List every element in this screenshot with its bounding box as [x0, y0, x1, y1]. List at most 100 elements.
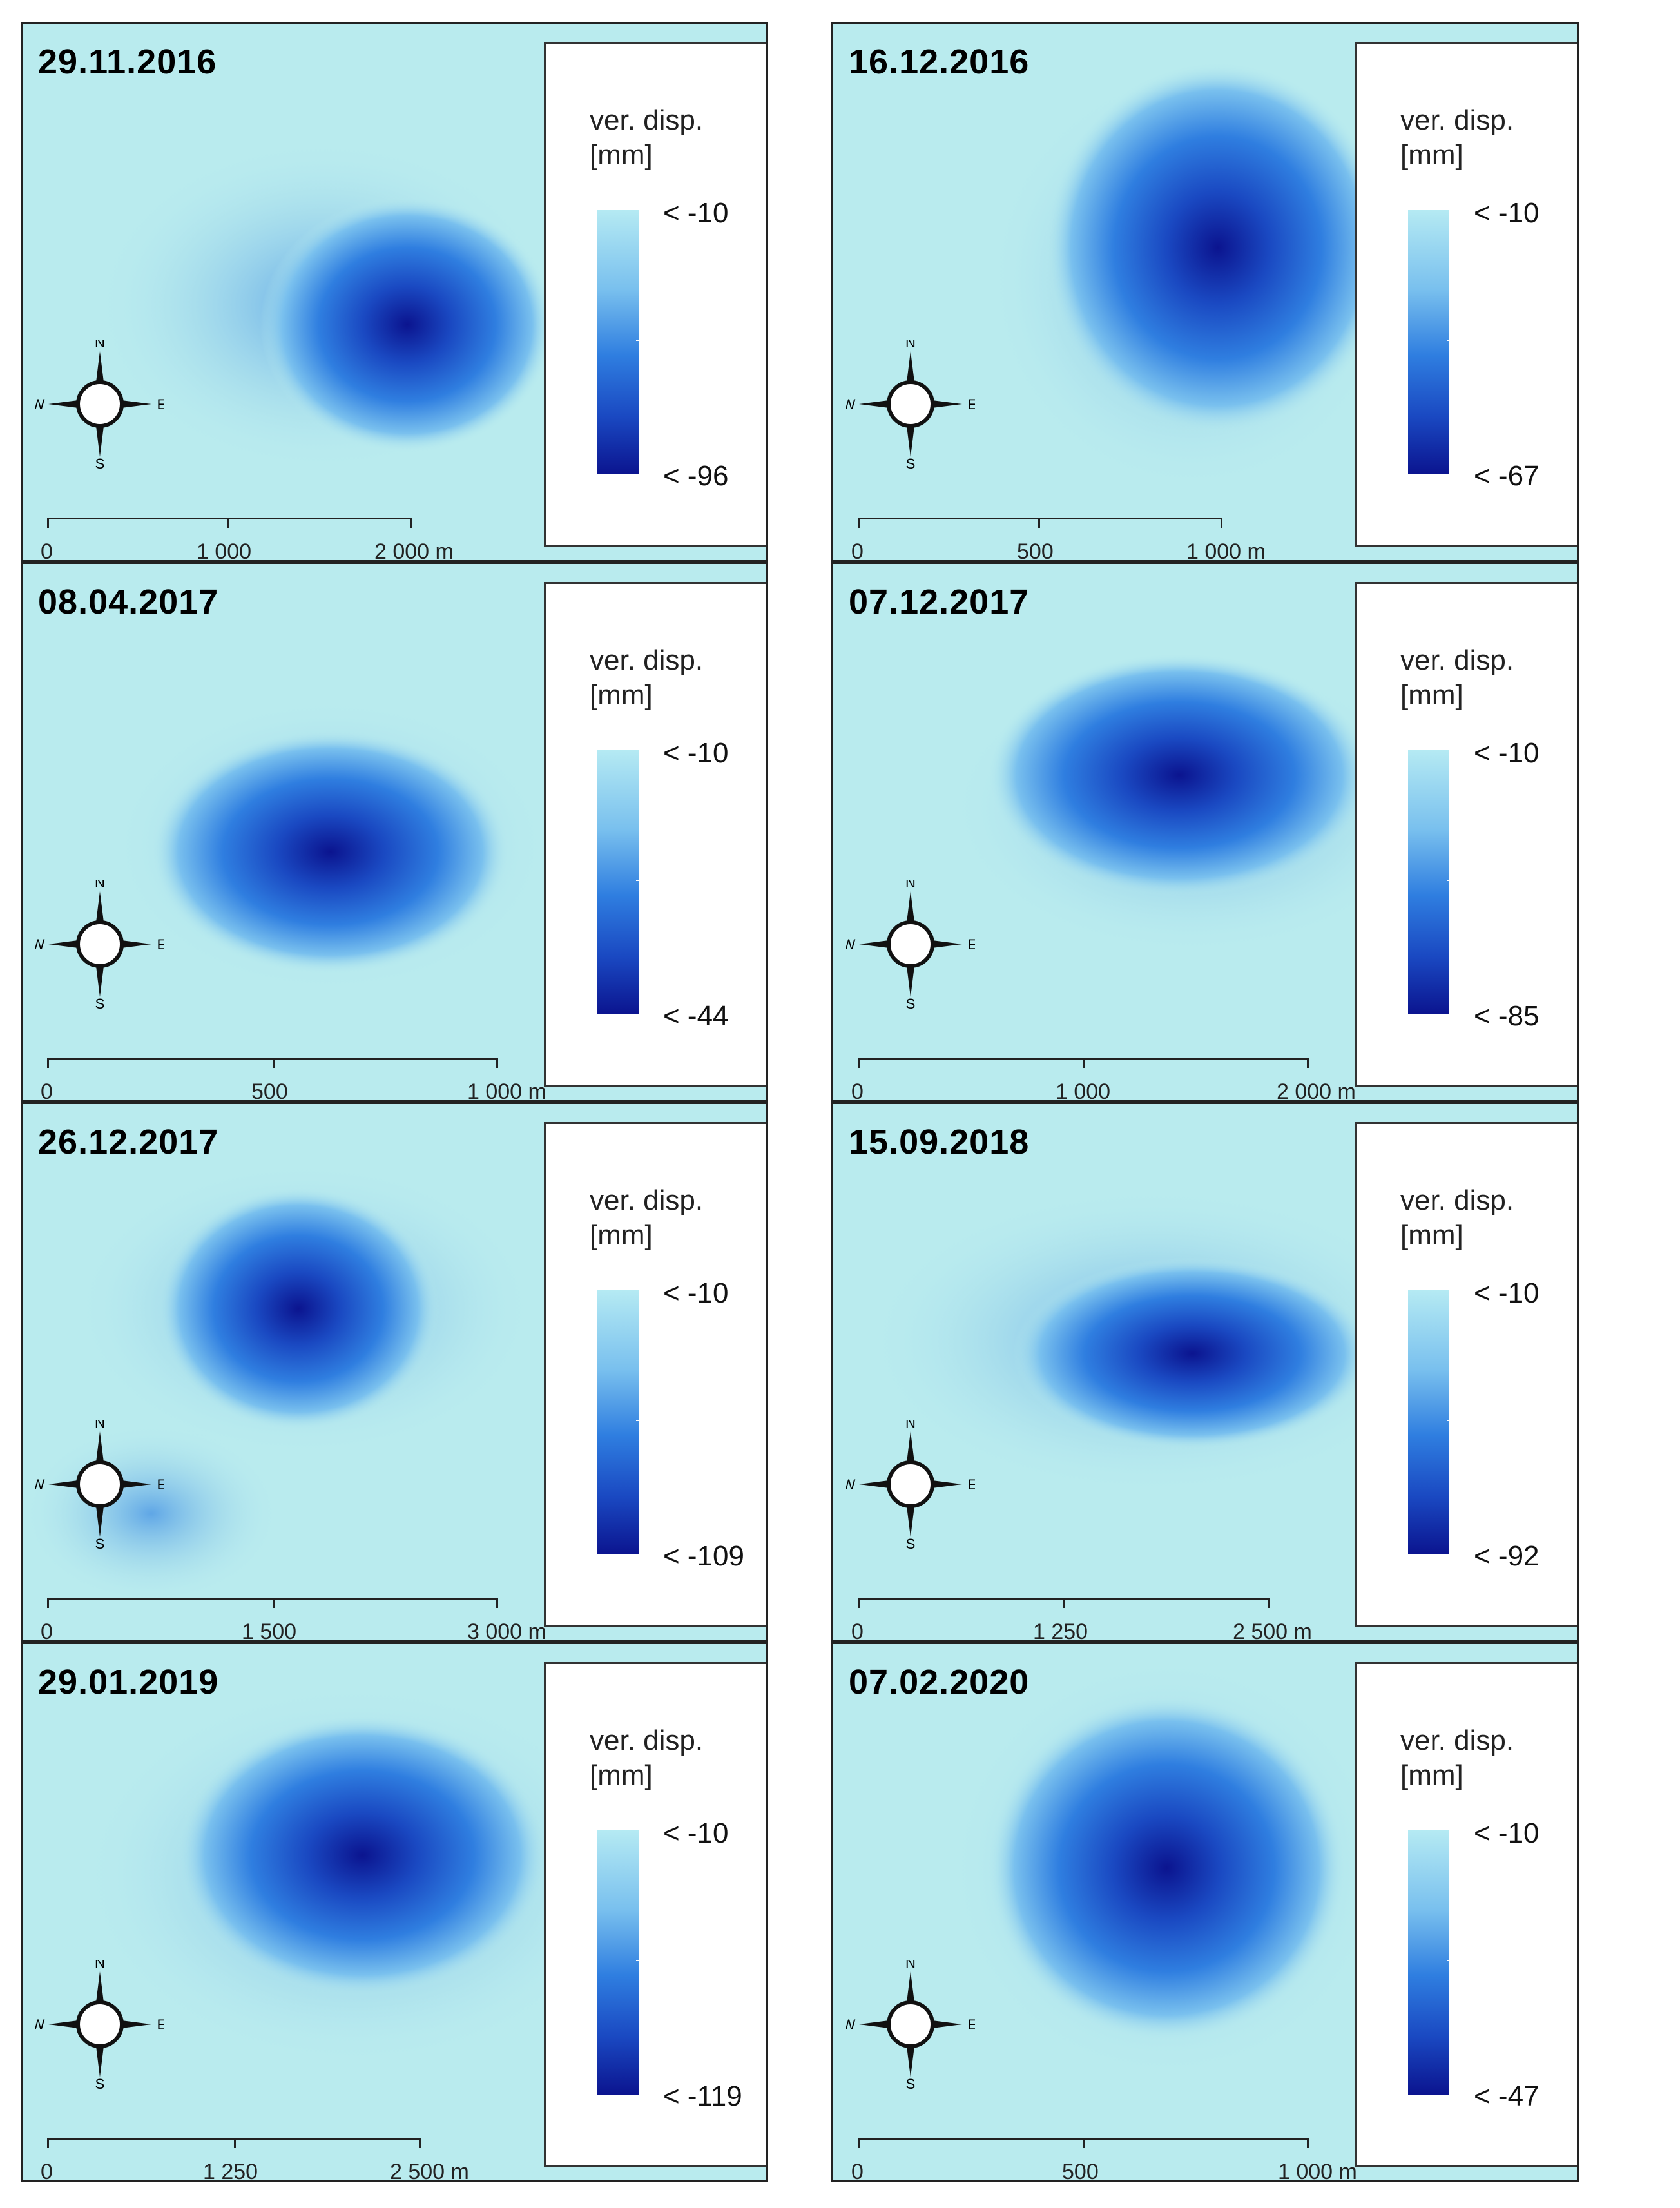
- legend-min-label: < -10: [663, 1277, 729, 1309]
- compass-e-label: E: [157, 396, 164, 412]
- scale-bar: [858, 1598, 1270, 1608]
- displacement-field: [113, 698, 548, 993]
- scale-label-mid: 1 500: [242, 1620, 297, 1642]
- legend-unit: [mm]: [1400, 1759, 1463, 1791]
- displacement-field: [865, 1187, 1442, 1495]
- legend-title: ver. disp.: [590, 1725, 704, 1756]
- legend-min-label: < -10: [663, 1817, 729, 1849]
- scale-label-end: 2 000 m: [1277, 1080, 1356, 1102]
- scale-label-0: 0: [41, 1620, 53, 1642]
- scale-label-0: 0: [41, 2160, 53, 2182]
- compass-s-label: S: [95, 456, 105, 469]
- compass-w-label: W: [35, 1477, 45, 1493]
- map-panel-1: 29.11.2016 N S W E 0 1 000 2 000 m ver. dis…: [21, 22, 768, 562]
- color-legend: ver. disp. [mm] < -10 < -109: [544, 1122, 766, 1627]
- color-legend: ver. disp. [mm] < -10 < -119: [544, 1662, 766, 2167]
- legend-title: ver. disp.: [1400, 1725, 1514, 1756]
- panel-date: 08.04.2017: [38, 583, 219, 621]
- compass-s-label: S: [95, 996, 105, 1009]
- panel-date: 07.12.2017: [849, 583, 1030, 621]
- legend-min-label: < -10: [663, 737, 729, 769]
- displacement-field: [81, 1682, 632, 2067]
- compass-w-label: W: [846, 1477, 856, 1493]
- legend-max-label: < -92: [1474, 1540, 1540, 1572]
- scale-label-0: 0: [851, 2160, 864, 2182]
- compass-s-label: S: [95, 2076, 105, 2089]
- panel-date: 07.02.2020: [849, 1663, 1030, 1701]
- scale-label-0: 0: [41, 539, 53, 562]
- north-arrow-icon: N S W E: [32, 875, 167, 1012]
- north-arrow-icon: N S W E: [842, 1415, 978, 1552]
- scale-label-end: 2 000 m: [374, 539, 454, 562]
- compass-n-label: N: [95, 1960, 105, 1971]
- legend-max-label: < -44: [663, 1000, 729, 1032]
- legend-title: ver. disp.: [1400, 104, 1514, 136]
- scale-label-end: 2 500 m: [390, 2160, 469, 2182]
- color-legend: ver. disp. [mm] < -10 < -85: [1355, 582, 1577, 1087]
- panel-date: 16.12.2016: [849, 43, 1030, 81]
- legend-title: ver. disp.: [1400, 1185, 1514, 1216]
- legend-title: ver. disp.: [1400, 644, 1514, 676]
- compass-w-label: W: [846, 396, 856, 412]
- scale-label-mid: 1 000: [197, 539, 252, 562]
- legend-color-ramp: [1408, 210, 1449, 474]
- north-arrow-icon: N S W E: [842, 1955, 978, 2092]
- scale-bar: [47, 518, 412, 528]
- legend-max-label: < -67: [1474, 460, 1540, 492]
- scale-bar: [858, 2138, 1309, 2148]
- legend-color-ramp: [597, 750, 639, 1014]
- map-panel-4: 07.12.2017 N S W E 0 1 000 2 000 m ver. dis…: [831, 562, 1579, 1102]
- scale-label-end: 1 000 m: [467, 1080, 546, 1102]
- legend-min-label: < -10: [1474, 197, 1540, 229]
- legend-title: ver. disp.: [590, 1185, 704, 1216]
- scale-label-mid: 500: [251, 1080, 288, 1102]
- legend-unit: [mm]: [590, 1759, 653, 1791]
- scale-label-end: 1 000 m: [1278, 2160, 1357, 2182]
- compass-n-label: N: [905, 1420, 916, 1431]
- scale-label-mid: 1 000: [1056, 1080, 1111, 1102]
- color-legend: ver. disp. [mm] < -10 < -96: [544, 42, 766, 547]
- compass-w-label: W: [846, 2017, 856, 2033]
- color-legend: ver. disp. [mm] < -10 < -67: [1355, 42, 1577, 547]
- scale-label-mid: 500: [1017, 539, 1054, 562]
- compass-n-label: N: [95, 340, 105, 351]
- legend-max-label: < -47: [1474, 2080, 1540, 2112]
- legend-color-ramp: [597, 1830, 639, 2095]
- map-panel-6: 15.09.2018 N S W E 0 1 250 2 500 m ver. dis…: [831, 1102, 1579, 1642]
- scale-label-0: 0: [41, 1080, 53, 1102]
- compass-s-label: S: [95, 1536, 105, 1549]
- scale-bar: [858, 518, 1222, 528]
- compass-n-label: N: [905, 880, 916, 891]
- legend-unit: [mm]: [1400, 1219, 1463, 1251]
- map-panel-8: 07.02.2020 N S W E 0 500 1 000 m ver. disp.…: [831, 1642, 1579, 2182]
- compass-s-label: S: [906, 456, 916, 469]
- compass-e-label: E: [968, 396, 975, 412]
- panel-date: 15.09.2018: [849, 1123, 1030, 1161]
- legend-max-label: < -119: [663, 2080, 742, 2112]
- displacement-field: [987, 62, 1397, 491]
- north-arrow-icon: N S W E: [842, 875, 978, 1012]
- compass-w-label: W: [846, 936, 856, 953]
- scale-label-0: 0: [851, 1620, 864, 1642]
- compass-e-label: E: [968, 1477, 975, 1493]
- color-legend: ver. disp. [mm] < -10 < -44: [544, 582, 766, 1087]
- compass-e-label: E: [157, 2017, 164, 2033]
- scale-label-end: 3 000 m: [467, 1620, 546, 1642]
- legend-min-label: < -10: [1474, 1817, 1540, 1849]
- scale-bar: [47, 2138, 421, 2148]
- displacement-field: [23, 1161, 625, 1603]
- legend-color-ramp: [597, 1290, 639, 1554]
- compass-e-label: E: [157, 1477, 164, 1493]
- legend-unit: [mm]: [590, 679, 653, 711]
- legend-max-label: < -85: [1474, 1000, 1540, 1032]
- compass-e-label: E: [968, 936, 975, 953]
- displacement-field: [93, 139, 555, 472]
- scale-bar: [858, 1058, 1309, 1068]
- compass-w-label: W: [35, 2017, 45, 2033]
- legend-min-label: < -10: [1474, 1277, 1540, 1309]
- map-panel-3: 08.04.2017 N S W E 0 500 1 000 m ver. disp.…: [21, 562, 768, 1102]
- legend-min-label: < -10: [663, 197, 729, 229]
- legend-title: ver. disp.: [590, 104, 704, 136]
- panel-date: 29.11.2016: [38, 43, 217, 81]
- displacement-field: [949, 653, 1436, 954]
